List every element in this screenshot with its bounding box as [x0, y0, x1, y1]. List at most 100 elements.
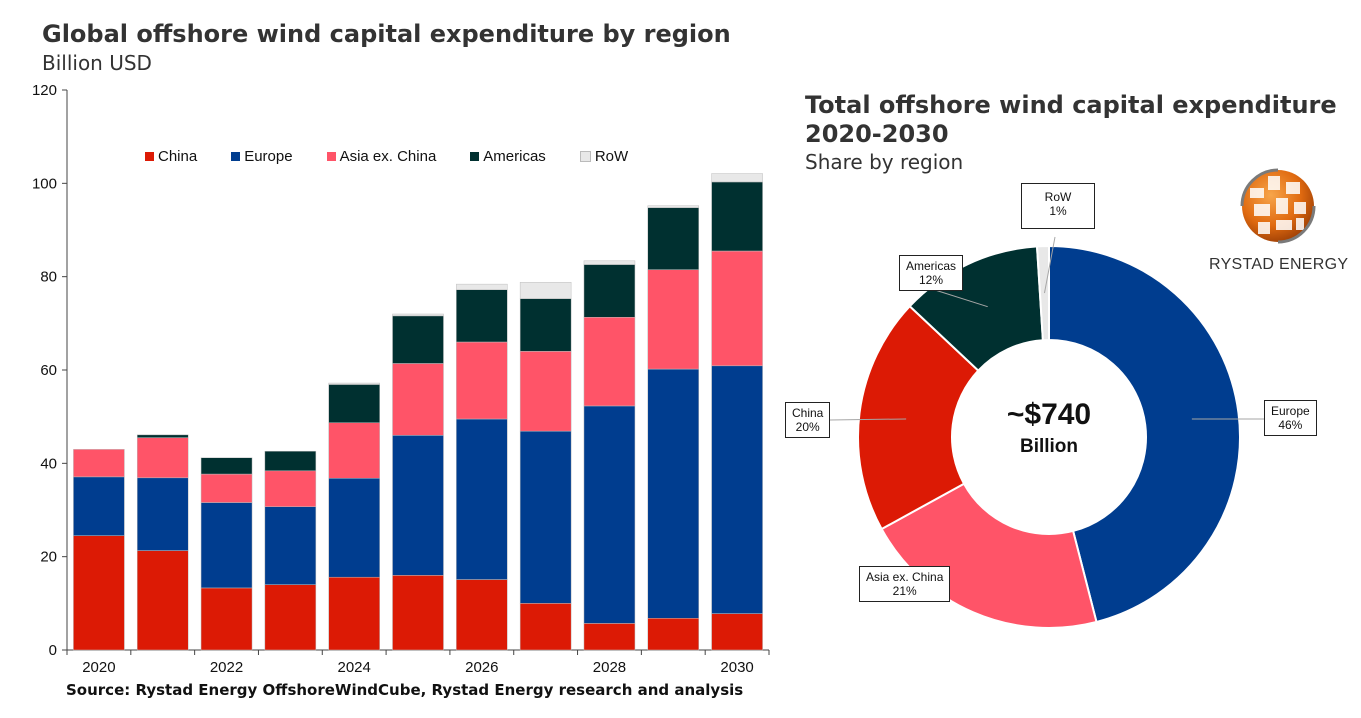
callout-row-name: RoW: [1044, 190, 1072, 204]
slice-china: [857, 304, 980, 531]
bar-asia-ex-china-2029: [647, 269, 700, 370]
legend-item-europe: Europe: [231, 148, 293, 165]
donut-chart-title: Total offshore wind capital expenditure …: [805, 91, 1355, 149]
callout-americas-label: 12%: [918, 273, 944, 287]
slice-europe: [1048, 244, 1241, 624]
bar-americas-2023: [264, 450, 317, 472]
bar-asia-ex-china-2021: [136, 437, 189, 479]
bar-europe-2026: [456, 418, 508, 580]
bar-europe-2023: [264, 506, 317, 585]
callout-europe-name: Europe: [1271, 404, 1310, 418]
bar-china-2020: [73, 535, 125, 651]
slice-asia-ex-china: [880, 482, 1098, 629]
bar-chart-subtitle: Billion USD: [42, 51, 152, 75]
donut-chart-subtitle: Share by region: [805, 150, 964, 174]
bar-asia-ex-china-2026: [456, 341, 508, 420]
callout-row-label: 1%: [1049, 204, 1067, 218]
bar-americas-2026: [456, 289, 508, 343]
bar-china-2023: [264, 584, 317, 651]
y-tick-label: 60: [40, 362, 57, 379]
legend-label: Asia ex. China: [339, 148, 437, 165]
bar-asia-ex-china-2024: [328, 422, 380, 479]
y-tick-label: 100: [32, 175, 57, 192]
y-tick-label: 20: [40, 549, 57, 566]
bar-asia-ex-china-2030: [711, 250, 763, 367]
bar-china-2024: [328, 576, 380, 651]
bar-china-2022: [200, 587, 253, 651]
callout-row: RoW 1%: [1021, 183, 1095, 229]
legend-label: Americas: [483, 148, 546, 165]
slice-row: [1035, 244, 1050, 342]
y-tick-label: 120: [32, 82, 57, 99]
legend-swatch: [231, 152, 241, 161]
bar-row-2025: [392, 313, 444, 317]
x-tick-label: 2028: [593, 659, 626, 676]
source-note: Source: Rystad Energy OffshoreWindCube, …: [66, 681, 744, 699]
legend-item-americas: Americas: [470, 148, 546, 165]
bar-row-2029: [647, 205, 700, 208]
bar-asia-ex-china-2020: [73, 449, 125, 478]
bar-europe-2020: [73, 476, 125, 536]
bar-europe-2029: [647, 368, 700, 619]
bar-row-2026: [456, 283, 508, 290]
bar-china-2029: [647, 618, 700, 651]
bar-asia-ex-china-2027: [519, 351, 572, 432]
legend-item-row: RoW: [579, 148, 629, 165]
bar-china-2026: [456, 579, 508, 651]
callout-americas: Americas 12%: [899, 255, 964, 291]
callout-asia: Asia ex. China 21%: [859, 566, 951, 602]
legend-label: RoW: [594, 148, 629, 165]
callout-china-label: 20%: [795, 420, 820, 434]
legend-label: China: [158, 148, 198, 165]
legend-label: Europe: [244, 148, 293, 165]
bar-americas-2030: [711, 181, 763, 252]
x-tick-label: 2026: [465, 659, 498, 676]
x-tick-label: 2020: [82, 659, 115, 676]
callout-asia-name: Asia ex. China: [866, 570, 944, 584]
donut-chart-title-line2: 2020-2030: [805, 120, 949, 148]
leader-line-china: [829, 418, 907, 421]
x-tick-label: 2030: [720, 659, 753, 676]
legend-swatch: [579, 151, 591, 162]
legend-swatch: [145, 152, 154, 161]
legend-item-china: China: [145, 148, 197, 165]
bar-china-2021: [136, 550, 189, 651]
bar-row-2027: [519, 282, 572, 299]
callout-europe: Europe 46%: [1264, 400, 1317, 436]
callout-americas-name: Americas: [906, 259, 957, 273]
bar-americas-2021: [136, 434, 189, 438]
legend-item-asia-ex-china: Asia ex. China: [326, 148, 437, 165]
legend-swatch: [470, 152, 480, 161]
y-tick-label: 80: [40, 269, 57, 286]
bar-americas-2022: [200, 457, 253, 475]
y-tick-label: 0: [49, 642, 57, 659]
callout-china-name: China: [792, 406, 824, 420]
bar-china-2028: [583, 623, 636, 651]
rystad-energy-logo-icon: [1240, 168, 1316, 244]
bar-chart-legend: China Europe Asia ex. China Americas RoW: [145, 148, 662, 165]
callout-europe-label: 46%: [1278, 418, 1303, 432]
bar-asia-ex-china-2025: [392, 363, 444, 436]
bar-china-2027: [519, 603, 572, 651]
bar-asia-ex-china-2022: [200, 473, 253, 503]
bar-europe-2030: [711, 365, 763, 614]
bar-europe-2027: [519, 430, 572, 604]
bar-asia-ex-china-2028: [583, 317, 636, 407]
leader-line-row: [1043, 236, 1056, 294]
callout-asia-label: 21%: [892, 584, 917, 598]
bar-row-2030: [711, 173, 763, 183]
bar-europe-2022: [200, 502, 253, 589]
donut-center-unit: Billion: [1019, 436, 1079, 457]
bar-europe-2024: [328, 478, 380, 578]
bar-americas-2029: [647, 207, 700, 270]
bar-chart-title: Global offshore wind capital expenditure…: [42, 20, 731, 48]
bar-europe-2028: [583, 405, 636, 624]
bar-americas-2024: [328, 384, 380, 423]
legend-swatch: [326, 152, 336, 161]
bar-asia-ex-china-2023: [264, 470, 317, 507]
bar-chart: 0 20 40 60 80 100 120 2020 2022 2024 2026 2028 2030: [32, 82, 770, 676]
donut-chart-title-line1: Total offshore wind capital expenditure: [805, 91, 1337, 119]
bar-china-2025: [392, 575, 444, 651]
y-tick-label: 40: [40, 455, 57, 472]
